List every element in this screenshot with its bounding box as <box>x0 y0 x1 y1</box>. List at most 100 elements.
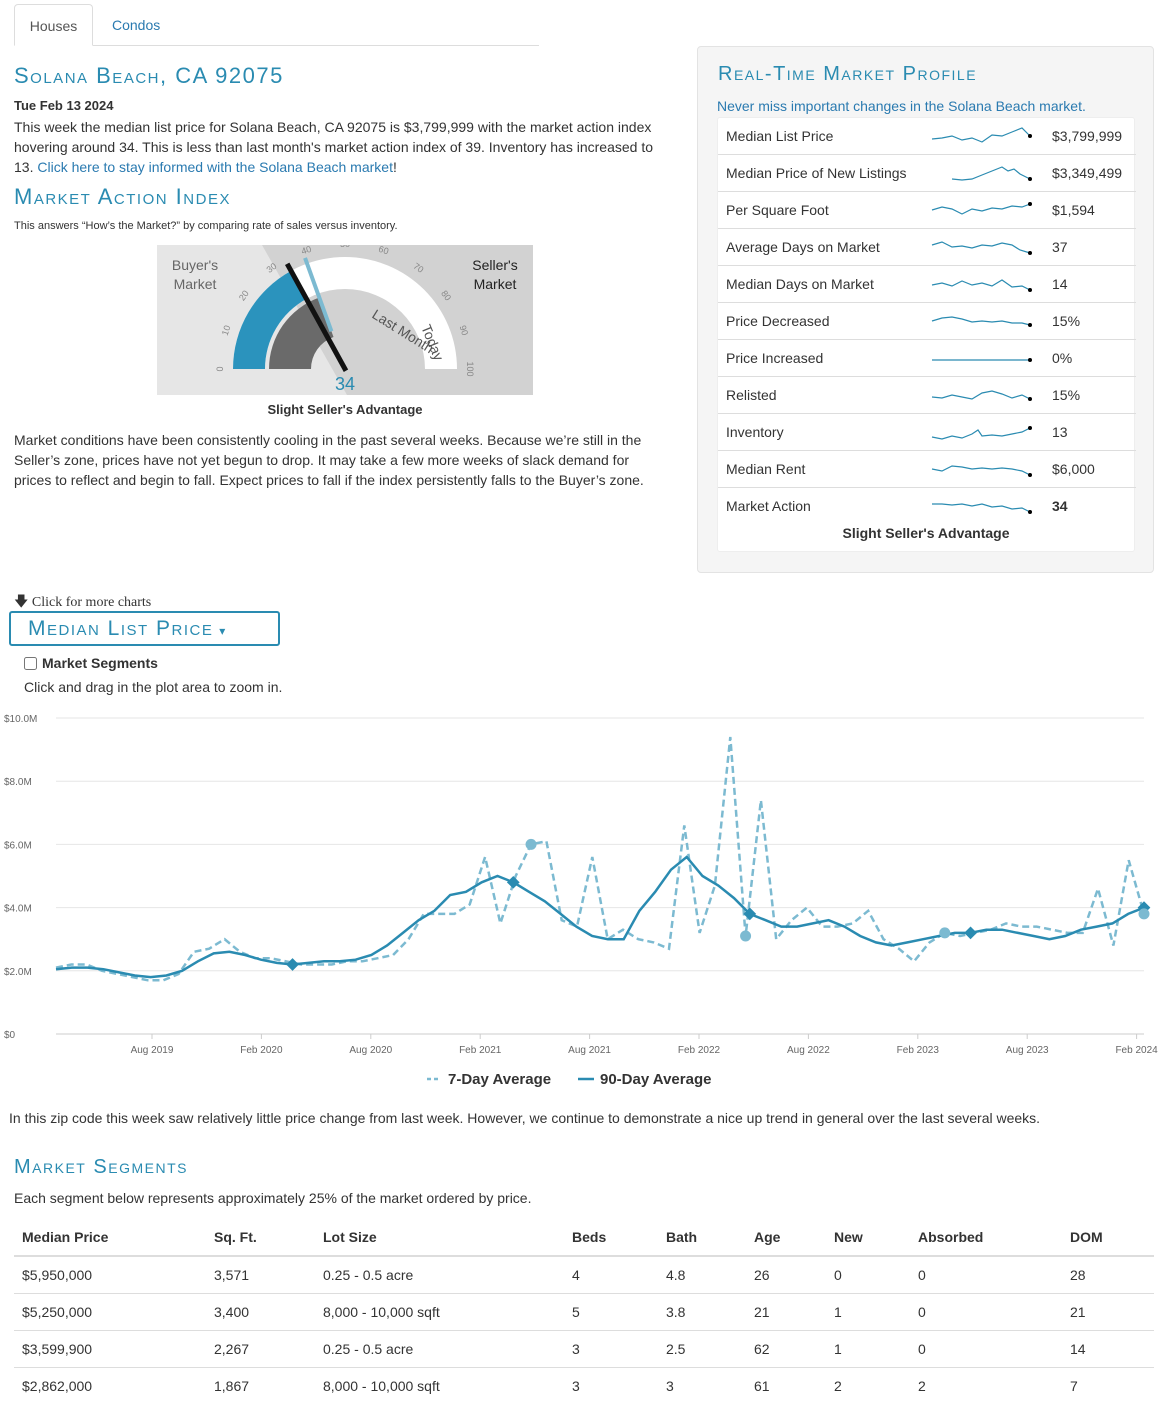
profile-row: Price Increased 0% <box>718 340 1136 377</box>
profile-title: Real-Time Market Profile <box>718 63 978 85</box>
table-row: $5,950,000 3,571 0.25 - 0.5 acre 4 4.8 26 0 0 28 <box>14 1255 1154 1293</box>
col-bath: Bath <box>658 1219 746 1257</box>
tab-condos[interactable]: Condos <box>112 17 161 33</box>
table-row: $5,250,000 3,400 8,000 - 10,000 sqft 5 3.8 21… <box>14 1292 1154 1330</box>
profile-row: Median Days on Market 14 <box>718 266 1136 303</box>
chart-commentary: In this zip code this week saw relativel… <box>9 1110 1041 1126</box>
marker-7-day <box>1138 908 1150 920</box>
gauge-today-fill <box>233 270 307 369</box>
profile-row: Market Action 34 <box>718 488 1136 525</box>
chart-x-axis: Aug 2019 Feb 2020 Aug 2020 Feb 2021 Aug 2021… <box>131 1034 1158 1056</box>
gauge-tick-label: 100 <box>465 361 475 376</box>
location-title: Solana Beach, CA 92075 <box>14 63 284 88</box>
profile-subtitle: Never miss important changes in the Sola… <box>717 98 1086 114</box>
segments-header-row: Median Price Sq. Ft. Lot Size Beds Bath … <box>14 1219 1154 1257</box>
x-tick-label: Feb 2024 <box>1115 1045 1158 1056</box>
gauge-tick-label: 0 <box>215 366 225 371</box>
legend-7-day-label[interactable]: 7-Day Average <box>448 1071 551 1088</box>
sparkline <box>931 465 1032 477</box>
sparkline <box>951 166 1032 181</box>
sparkline <box>931 390 1032 401</box>
x-tick-label: Feb 2023 <box>897 1045 940 1056</box>
market-profile-panel: Real-Time Market Profile Never miss impo… <box>697 46 1154 573</box>
marker-90-day <box>506 875 520 889</box>
gauge-tick-label: 60 <box>377 245 390 256</box>
gauge-needle-today <box>284 262 349 372</box>
buyers-market-label-1: Buyer's <box>172 257 218 273</box>
market-segments-checkbox[interactable] <box>24 656 37 670</box>
chart-grid <box>56 717 1144 1035</box>
marker-7-day <box>939 927 951 939</box>
gauge-tick-label: 40 <box>300 245 313 256</box>
profile-row: Relisted 15% <box>718 377 1136 414</box>
x-tick-label: Feb 2020 <box>240 1045 283 1056</box>
gauge-value: 34 <box>335 374 355 394</box>
marker-7-day <box>740 930 752 942</box>
y-tick-label: $10.0M <box>4 714 37 725</box>
sparkline <box>931 279 1032 292</box>
gauge-ticks: 0 10 20 30 40 50 60 70 80 90 100 <box>215 239 475 377</box>
market-commentary: Market conditions have been consistently… <box>14 432 644 488</box>
col-age: Age <box>746 1219 826 1257</box>
gauge-tick-label: 80 <box>439 289 453 303</box>
profile-row: Price Decreased 15% <box>718 303 1136 340</box>
profile-row: Inventory 13 <box>718 414 1136 451</box>
profile-verdict: Slight Seller's Advantage <box>842 525 1010 541</box>
gauge-needle-last-month <box>303 257 334 333</box>
x-tick-label: Aug 2019 <box>131 1045 174 1056</box>
x-tick-label: Feb 2022 <box>678 1045 721 1056</box>
profile-row: Median List Price $3,799,999 <box>718 118 1136 155</box>
chart-selector-dropdown[interactable]: Median List Price ▾ <box>9 611 280 646</box>
sparkline <box>931 316 1032 327</box>
zoom-hint: Click and drag in the plot area to zoom … <box>24 679 283 695</box>
chart-y-axis: $0 $2.0M $4.0M $6.0M $8.0M $10.0M <box>4 714 37 1041</box>
caret-down-icon: ▾ <box>219 624 227 638</box>
y-tick-label: $0 <box>4 1030 16 1041</box>
profile-row: Median Price of New Listings $3,349,499 <box>718 155 1136 192</box>
marker-90-day <box>286 958 299 971</box>
chart-legend[interactable]: 7-Day Average 90-Day Average <box>427 1071 711 1088</box>
marker-90-day <box>964 926 977 940</box>
col-beds: Beds <box>564 1219 658 1257</box>
report-date: Tue Feb 13 2024 <box>14 98 114 113</box>
x-tick-label: Aug 2021 <box>568 1045 611 1056</box>
col-absorbed: Absorbed <box>910 1219 1062 1257</box>
x-tick-label: Aug 2023 <box>1006 1045 1049 1056</box>
gauge-tick-label: 90 <box>458 324 471 337</box>
profile-row: Per Square Foot $1,594 <box>718 192 1136 229</box>
summary-text: This week the median list price for Sola… <box>14 119 653 175</box>
gauge-tick-label: 70 <box>411 261 425 275</box>
median-price-chart[interactable]: $0 $2.0M $4.0M $6.0M $8.0M $10.0M Aug 2019 Feb… <box>0 700 1162 1100</box>
market-segments-toggle[interactable]: Market Segments <box>24 655 158 671</box>
tab-houses[interactable]: Houses <box>14 4 93 46</box>
y-tick-label: $6.0M <box>4 840 32 851</box>
gauge-tick-label: 30 <box>265 261 279 275</box>
sparkline <box>931 241 1032 255</box>
table-row: $3,599,900 2,267 0.25 - 0.5 acre 3 2.5 62 1 0 14 <box>14 1329 1154 1367</box>
profile-row: Median Rent $6,000 <box>718 451 1136 488</box>
mai-subtitle: This answers “How’s the Market?” by comp… <box>14 220 398 232</box>
sparkline <box>932 358 1032 362</box>
col-lot-size: Lot Size <box>315 1219 564 1257</box>
marker-7-day <box>525 838 537 850</box>
col-sqft: Sq. Ft. <box>206 1219 315 1257</box>
arrow-down-icon: 🡇 <box>14 595 29 610</box>
segments-title: Market Segments <box>14 1156 188 1178</box>
profile-table: Median List Price $3,799,999 Median Price… <box>717 117 1136 552</box>
buyers-market-label-2: Market <box>174 276 217 292</box>
gauge-tick-label: 10 <box>220 324 233 337</box>
more-charts-link[interactable]: 🡇 Click for more charts <box>14 595 152 610</box>
gauge-tick-label: 50 <box>340 245 350 249</box>
legend-90-day-label[interactable]: 90-Day Average <box>600 1071 711 1088</box>
sparkline <box>932 503 1032 514</box>
profile-row: Average Days on Market 37 <box>718 229 1136 266</box>
col-new: New <box>826 1219 910 1257</box>
market-action-gauge: 0102030405060708090100 Last Month Today … <box>157 239 533 395</box>
sparkline <box>931 426 1032 440</box>
stay-informed-link[interactable]: Click here to stay informed with the Sol… <box>37 159 393 175</box>
sellers-market-label-2: Market <box>474 276 517 292</box>
col-dom: DOM <box>1062 1219 1154 1257</box>
segments-table: Median Price Sq. Ft. Lot Size Beds Bath … <box>14 1219 1154 1404</box>
gauge-tick-label: 20 <box>237 289 251 303</box>
mai-title: Market Action Index <box>14 184 231 209</box>
